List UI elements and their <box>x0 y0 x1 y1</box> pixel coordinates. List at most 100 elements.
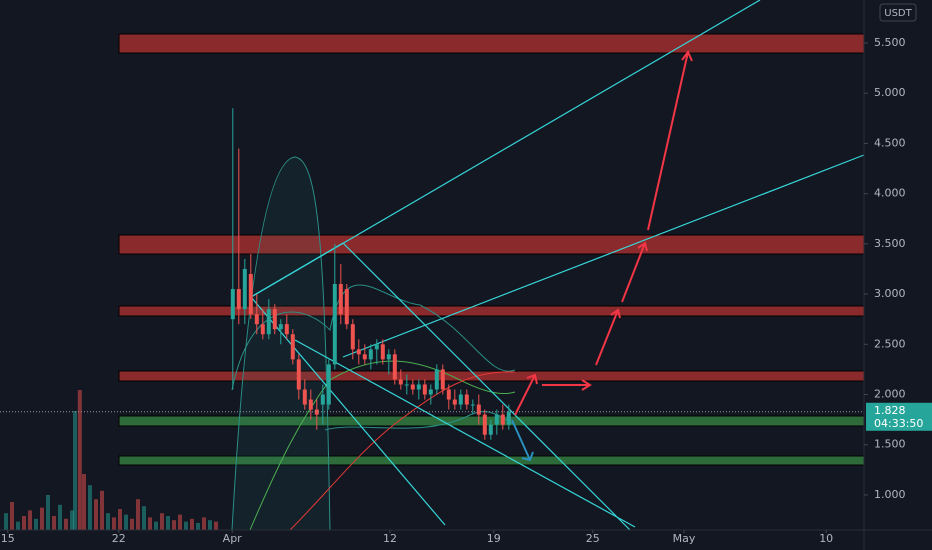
trend-line <box>342 154 865 358</box>
x-tick-label: May <box>673 532 696 545</box>
y-tick-label: 3.000 <box>874 287 906 300</box>
arrow <box>647 50 693 231</box>
candle-body <box>320 394 325 405</box>
candle-body <box>308 399 313 410</box>
candle-body <box>254 314 259 325</box>
volume-bar <box>196 523 200 530</box>
candle-body <box>464 394 469 405</box>
currency-badge[interactable] <box>879 3 917 22</box>
volume-bar <box>136 499 140 530</box>
y-tick-label: 3.500 <box>874 237 906 250</box>
x-tick-label: 22 <box>112 532 126 545</box>
volume-bar <box>106 513 110 530</box>
volume-bar <box>16 521 20 530</box>
price-tag <box>866 402 932 431</box>
candle-body <box>470 404 475 406</box>
candle-body <box>416 384 421 390</box>
volume-bar <box>142 506 146 530</box>
trend-line <box>250 296 446 526</box>
candle-body <box>314 409 319 415</box>
trend-line <box>250 242 344 298</box>
candle-body <box>356 349 361 355</box>
candle-body <box>398 379 403 385</box>
candle-body <box>302 389 307 405</box>
candle-body <box>380 344 385 360</box>
volume-bar <box>202 517 206 530</box>
volume-bar <box>4 513 8 530</box>
volume-bar <box>154 521 158 530</box>
trend-line <box>294 339 636 528</box>
candle-body <box>476 404 481 415</box>
arrow <box>621 241 648 303</box>
resistance-zone <box>118 33 865 54</box>
volume-bar <box>178 514 182 530</box>
candle-body <box>434 369 439 390</box>
candle-body <box>500 414 505 425</box>
volume-bar <box>34 518 38 530</box>
last-price-label: 1.828 <box>874 404 906 417</box>
volume-bar <box>73 411 77 530</box>
arrow <box>514 373 538 416</box>
volume-bar <box>124 514 128 530</box>
candle-body <box>506 411 511 425</box>
volume-bar <box>82 474 86 530</box>
candle-body <box>290 334 295 360</box>
candle-body <box>422 384 427 395</box>
x-tick-label: 15 <box>1 532 15 545</box>
y-tick-label: 2.500 <box>874 337 906 350</box>
candle-body <box>440 369 445 390</box>
candle-body <box>404 384 409 386</box>
volume-bar <box>10 502 14 530</box>
arrow <box>595 308 621 366</box>
candle-body <box>260 324 265 335</box>
candle-body <box>326 364 331 405</box>
candle-body <box>410 384 415 390</box>
x-tick-label: 12 <box>383 532 397 545</box>
candle-body <box>230 289 235 320</box>
candle-body <box>428 389 433 395</box>
trend-line <box>342 242 631 531</box>
support-zone <box>118 455 865 466</box>
candle-body <box>344 289 349 325</box>
volume-bar <box>112 517 116 530</box>
volume-bar <box>160 513 164 530</box>
candle-body <box>362 354 367 360</box>
candle-body <box>338 284 343 315</box>
candle-body <box>446 389 451 400</box>
candle-body <box>368 349 373 360</box>
arrow <box>542 379 592 391</box>
volume-bar <box>190 518 194 530</box>
resistance-zone <box>118 370 865 382</box>
candle-body <box>458 394 463 405</box>
x-tick-label: Apr <box>223 532 243 545</box>
candle-body <box>386 354 391 360</box>
volume-bar <box>28 510 32 530</box>
candle-body <box>284 324 289 335</box>
y-tick-label: 5.500 <box>874 36 906 49</box>
countdown-label: 04:33:50 <box>874 417 923 430</box>
down-arrow <box>511 419 534 462</box>
volume-bar <box>172 520 176 530</box>
y-tick-label: 1.500 <box>874 438 906 451</box>
candle-body <box>296 359 301 390</box>
volume-bar <box>100 490 104 530</box>
volume-bar <box>94 499 98 530</box>
volume-bar <box>52 516 56 530</box>
candle-body <box>452 399 457 405</box>
resistance-zone <box>118 234 865 255</box>
currency-label: USDT <box>884 8 912 19</box>
resistance-zone <box>118 305 865 317</box>
candle-body <box>248 273 253 315</box>
volume-bar <box>166 516 170 530</box>
candle-body <box>392 354 397 380</box>
bollinger-lower <box>324 411 516 431</box>
volume-bar <box>70 510 74 530</box>
volume-bar <box>88 485 92 530</box>
volume-bar <box>40 507 44 530</box>
y-tick-label: 4.500 <box>874 136 906 149</box>
volume-bar <box>118 509 122 530</box>
candle-body <box>332 284 337 365</box>
projection-arrows <box>514 50 693 416</box>
candle-body <box>494 414 499 425</box>
